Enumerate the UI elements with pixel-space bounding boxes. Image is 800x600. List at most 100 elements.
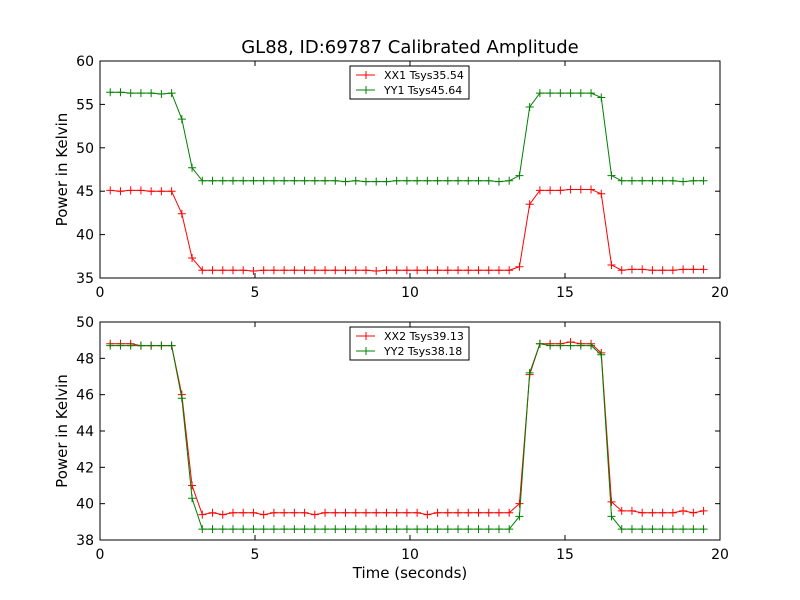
data-point — [321, 266, 330, 275]
data-point — [627, 525, 636, 534]
series-1 — [106, 185, 708, 276]
data-point — [556, 341, 565, 350]
data-point — [566, 89, 575, 98]
data-point — [679, 177, 688, 186]
data-point — [218, 525, 227, 534]
data-point — [157, 89, 166, 98]
data-point — [474, 176, 483, 185]
data-point — [443, 266, 452, 275]
data-point — [116, 341, 125, 350]
data-point — [188, 254, 197, 263]
data-point — [464, 525, 473, 534]
data-point — [382, 177, 391, 186]
data-point — [259, 510, 268, 519]
data-point — [535, 339, 544, 348]
data-point — [454, 508, 463, 517]
data-point — [280, 266, 289, 275]
data-point — [679, 265, 688, 274]
data-point — [505, 266, 514, 275]
data-point — [607, 512, 616, 521]
data-point — [699, 525, 708, 534]
data-point — [361, 508, 370, 517]
data-point — [484, 525, 493, 534]
data-point — [546, 89, 555, 98]
data-point — [413, 266, 422, 275]
data-point — [331, 176, 340, 185]
data-point — [454, 176, 463, 185]
data-point — [167, 187, 176, 196]
data-point — [505, 508, 514, 517]
legend: XX1 Tsys35.54 YY1 Tsys45.64 — [349, 65, 470, 100]
series-2 — [106, 339, 708, 534]
data-point — [157, 341, 166, 350]
data-point — [249, 525, 258, 534]
data-point — [525, 368, 534, 377]
data-point — [668, 525, 677, 534]
data-point — [188, 163, 197, 172]
data-point — [228, 176, 237, 185]
figure-title: GL88, ID:69787 Calibrated Amplitude — [241, 37, 579, 58]
data-point — [218, 510, 227, 519]
data-point — [351, 525, 360, 534]
data-point — [515, 512, 524, 521]
data-point — [658, 176, 667, 185]
data-point — [484, 508, 493, 517]
data-point — [372, 267, 381, 276]
legend-entry-label: YY2 Tsys38.18 — [383, 345, 462, 358]
data-point — [249, 176, 258, 185]
y-tick-label: 44 — [76, 424, 94, 440]
data-point — [638, 508, 647, 517]
y-tick-label: 40 — [76, 228, 94, 244]
data-point — [699, 506, 708, 515]
x-tick-label: 5 — [251, 547, 260, 563]
legend-entry-label: XX1 Tsys35.54 — [384, 69, 464, 82]
y-tick-label: 42 — [76, 460, 94, 476]
data-point — [464, 176, 473, 185]
data-point — [576, 341, 585, 350]
data-point — [147, 89, 156, 98]
data-point — [392, 508, 401, 517]
y-tick-label: 48 — [76, 351, 94, 367]
data-point — [290, 525, 299, 534]
data-point — [413, 525, 422, 534]
data-point — [228, 508, 237, 517]
y-tick-label: 55 — [76, 97, 94, 113]
data-point — [648, 176, 657, 185]
data-point — [208, 525, 217, 534]
data-point — [280, 176, 289, 185]
data-point — [587, 185, 596, 194]
data-point — [474, 508, 483, 517]
data-point — [157, 187, 166, 196]
x-tick-label: 0 — [96, 547, 105, 563]
data-point — [689, 176, 698, 185]
data-point — [658, 508, 667, 517]
y-tick-label: 35 — [76, 271, 94, 287]
data-point — [402, 508, 411, 517]
data-point — [116, 88, 125, 97]
data-point — [566, 341, 575, 350]
data-point — [638, 265, 647, 274]
data-point — [484, 266, 493, 275]
data-point — [361, 266, 370, 275]
data-point — [392, 525, 401, 534]
data-point — [177, 394, 186, 403]
data-point — [106, 341, 115, 350]
y-tick-label: 60 — [76, 54, 94, 70]
data-point — [280, 525, 289, 534]
legend-entry-label: YY1 Tsys45.64 — [383, 84, 462, 97]
data-point — [464, 508, 473, 517]
data-point — [423, 510, 432, 519]
data-point — [658, 525, 667, 534]
data-point — [136, 341, 145, 350]
data-point — [413, 508, 422, 517]
data-point — [300, 176, 309, 185]
data-point — [433, 508, 442, 517]
data-point — [648, 525, 657, 534]
data-point — [249, 267, 258, 276]
data-point — [361, 525, 370, 534]
data-point — [627, 506, 636, 515]
legend-box — [349, 65, 470, 100]
data-point — [300, 525, 309, 534]
legend-marker — [362, 332, 370, 340]
legend-marker — [362, 347, 370, 355]
